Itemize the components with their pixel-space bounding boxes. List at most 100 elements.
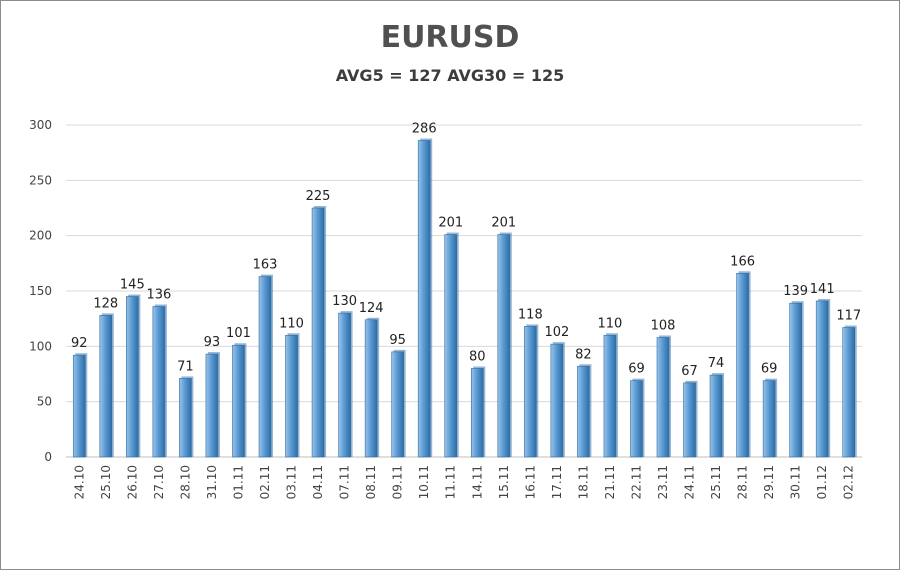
- bar-face: [152, 306, 166, 458]
- x-tick-label: 07.11: [338, 465, 352, 499]
- x-tick-label: 11.11: [444, 465, 458, 499]
- data-label: 141: [810, 282, 835, 297]
- data-label: 110: [598, 316, 623, 331]
- x-tick-label: 28.10: [178, 465, 192, 499]
- data-label: 163: [253, 258, 278, 273]
- x-tick-label: 02.11: [258, 465, 272, 499]
- bar-30.11: [789, 301, 804, 458]
- y-axis: 0 50 100 150 200 250 300: [29, 118, 52, 464]
- x-tick-label: 29.11: [762, 465, 776, 499]
- bar-face: [736, 272, 749, 458]
- x-tick-label: 22.11: [629, 465, 643, 499]
- bar-26.10: [126, 294, 141, 458]
- x-tick-label: 26.10: [125, 465, 139, 499]
- bar-face: [603, 334, 617, 458]
- bar-face: [815, 300, 829, 458]
- data-label: 201: [491, 216, 516, 231]
- x-tick-label: 01.12: [815, 465, 829, 499]
- bar-28.11: [736, 271, 751, 458]
- bar-face: [311, 207, 325, 458]
- bar-15.11: [497, 232, 512, 458]
- bar-24.11: [683, 380, 698, 458]
- bar-face: [338, 312, 351, 458]
- gridlines: [66, 124, 862, 458]
- bar-18.11: [577, 364, 592, 458]
- x-tick-label: 25.10: [99, 465, 113, 499]
- bar-face: [232, 344, 245, 458]
- bar-face: [656, 337, 670, 458]
- data-label: 166: [730, 254, 755, 269]
- y-tick-label: 150: [29, 284, 52, 298]
- data-label: 118: [518, 307, 543, 322]
- x-tick-label: 25.11: [709, 465, 723, 499]
- bar-face: [577, 365, 590, 458]
- bars: [72, 138, 857, 458]
- data-label: 71: [177, 359, 194, 374]
- data-label: 67: [681, 364, 698, 379]
- bar-24.10: [72, 353, 88, 458]
- data-label: 108: [651, 318, 676, 333]
- x-tick-label: 03.11: [285, 465, 299, 499]
- data-label: 225: [306, 189, 331, 204]
- bar-27.10: [152, 304, 167, 458]
- data-label: 92: [71, 336, 88, 351]
- data-label: 74: [708, 356, 725, 371]
- bar-17.11: [550, 342, 565, 458]
- y-tick-label: 0: [44, 450, 52, 464]
- bar-face: [842, 327, 856, 458]
- bar-25.11: [709, 373, 725, 458]
- y-tick-label: 300: [29, 118, 52, 132]
- bar-22.11: [630, 378, 645, 458]
- data-label: 124: [359, 301, 384, 316]
- x-axis: 24.10 25.10 26.10 27.10 28.10 31.10 01.11 02.11…: [72, 465, 855, 499]
- bar-face: [126, 296, 139, 458]
- data-label: 69: [628, 362, 645, 377]
- x-tick-label: 30.11: [789, 465, 803, 499]
- x-tick-label: 21.11: [603, 465, 617, 499]
- bar-face: [550, 343, 564, 458]
- data-label: 201: [438, 216, 463, 231]
- bar-04.11: [311, 206, 327, 458]
- bar-face: [444, 234, 458, 458]
- data-label: 95: [389, 333, 406, 348]
- bar-09.11: [391, 349, 406, 458]
- x-tick-label: 02.12: [842, 465, 856, 499]
- data-label: 93: [204, 335, 221, 350]
- x-tick-label: 08.11: [364, 465, 378, 499]
- bar-face: [72, 354, 86, 458]
- data-label: 69: [761, 362, 778, 377]
- bar-face: [497, 234, 511, 458]
- bar-face: [205, 353, 219, 458]
- data-label: 80: [469, 349, 486, 364]
- x-tick-label: 28.11: [736, 465, 750, 499]
- bar-face: [364, 319, 378, 458]
- bar-21.11: [603, 333, 618, 458]
- bar-01.11: [232, 343, 247, 458]
- y-tick-label: 200: [29, 229, 52, 243]
- x-tick-label: 18.11: [576, 465, 590, 499]
- bar-face: [762, 380, 776, 458]
- bar-02.11: [258, 274, 273, 458]
- bar-face: [630, 380, 643, 458]
- bar-face: [258, 276, 272, 458]
- data-label: 286: [412, 121, 437, 136]
- bar-14.11: [470, 366, 486, 458]
- chart-subtitle: AVG5 = 127 AVG30 = 125: [335, 66, 565, 85]
- data-label: 110: [279, 316, 304, 331]
- bar-08.11: [364, 317, 380, 458]
- data-label: 101: [226, 326, 251, 341]
- x-tick-label: 16.11: [523, 465, 537, 499]
- bar-03.11: [285, 333, 300, 458]
- y-tick-label: 100: [29, 339, 52, 353]
- bar-28.10: [179, 376, 194, 458]
- bar-31.10: [205, 352, 220, 458]
- x-tick-label: 24.10: [72, 465, 86, 499]
- x-tick-label: 24.11: [683, 465, 697, 499]
- bar-face: [524, 326, 537, 458]
- data-label: 128: [93, 296, 118, 311]
- bar-face: [709, 374, 723, 458]
- bar-10.11: [417, 138, 433, 458]
- x-tick-label: 09.11: [391, 465, 405, 499]
